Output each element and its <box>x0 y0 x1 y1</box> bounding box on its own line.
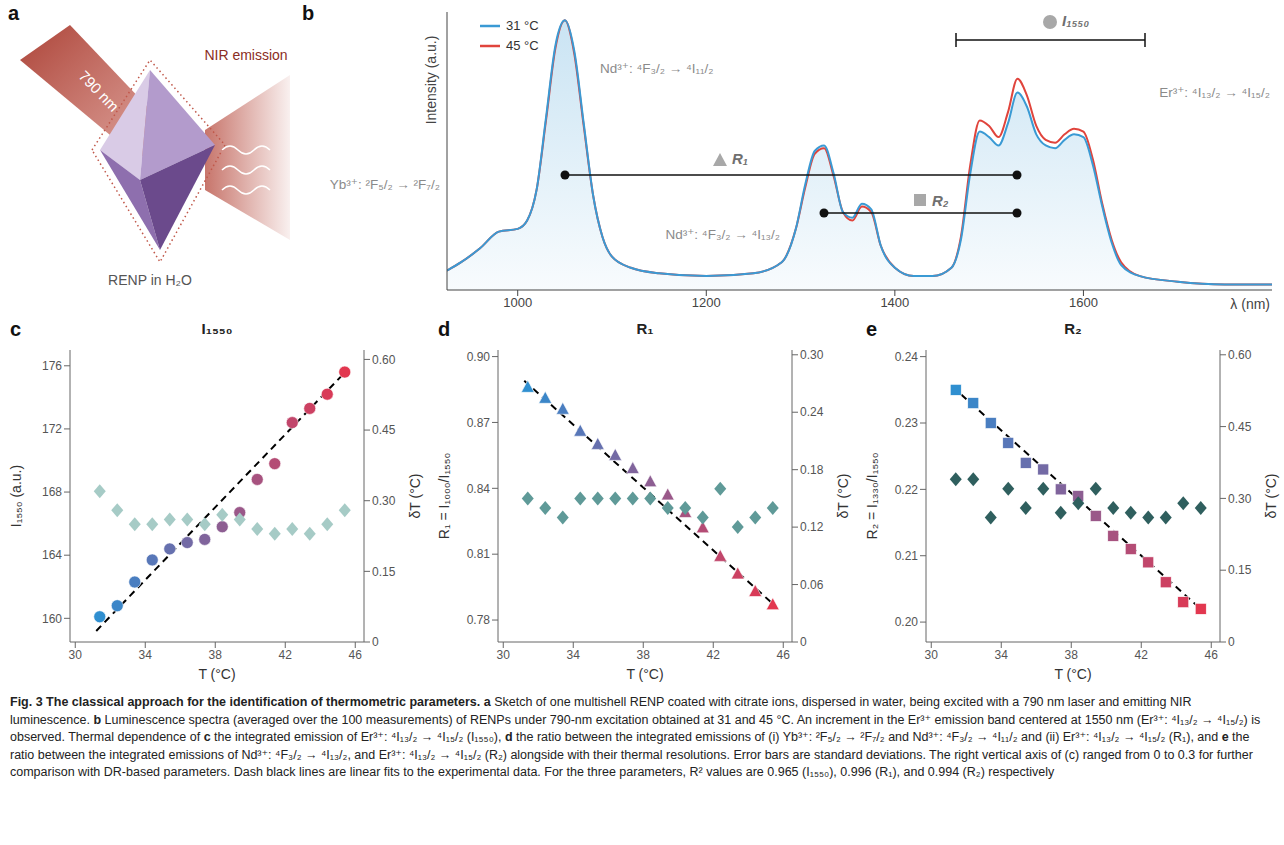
svg-text:0.24: 0.24 <box>895 350 919 364</box>
svg-text:46: 46 <box>349 648 363 662</box>
svg-text:42: 42 <box>707 648 721 662</box>
html-text:λ (nm): λ (nm) <box>1230 296 1270 312</box>
svg-text:34: 34 <box>139 648 153 662</box>
html-text:e: e <box>866 318 878 340</box>
svg-text:T (°C): T (°C) <box>1054 666 1091 682</box>
svg-text:38: 38 <box>637 648 651 662</box>
html-text:R₂: R₂ <box>1064 320 1082 337</box>
html-text:a: a <box>8 2 20 24</box>
svg-text:42: 42 <box>279 648 293 662</box>
svg-text:30: 30 <box>69 648 83 662</box>
svg-text:0.30: 0.30 <box>1228 492 1252 506</box>
html-text:31 °C: 31 °C <box>506 18 539 33</box>
svg-text:30: 30 <box>925 648 939 662</box>
svg-text:790 nm: 790 nm <box>76 67 123 115</box>
svg-text:172: 172 <box>42 422 62 436</box>
svg-text:Intensity (a.u.): Intensity (a.u.) <box>423 36 439 125</box>
svg-text:168: 168 <box>42 485 62 499</box>
svg-text:0.87: 0.87 <box>467 416 491 430</box>
svg-text:NIR emission: NIR emission <box>204 47 287 63</box>
svg-text:T (°C): T (°C) <box>198 666 235 682</box>
svg-text:0.84: 0.84 <box>467 482 491 496</box>
html-text:Nd³⁺: ⁴F₃/₂ → ⁴I₁₃/₂: Nd³⁺: ⁴F₃/₂ → ⁴I₁₃/₂ <box>665 227 780 242</box>
svg-text:0.30: 0.30 <box>800 348 824 362</box>
svg-text:0.60: 0.60 <box>1228 348 1252 362</box>
svg-text:42: 42 <box>1135 648 1149 662</box>
svg-text:0.18: 0.18 <box>800 463 824 477</box>
svg-text:164: 164 <box>42 548 62 562</box>
html-text:Nd³⁺: ⁴F₃/₂ → ⁴I₁₁/₂: Nd³⁺: ⁴F₃/₂ → ⁴I₁₁/₂ <box>600 61 714 76</box>
svg-text:δT (°C): δT (°C) <box>407 473 423 518</box>
svg-text:δT (°C): δT (°C) <box>835 473 851 518</box>
svg-text:R₁ = I₁₀₀₀/I₁₅₅₀: R₁ = I₁₀₀₀/I₁₅₅₀ <box>436 453 452 540</box>
html-text:I₁₅₅₀: I₁₅₅₀ <box>1062 12 1090 29</box>
svg-text:0.23: 0.23 <box>895 416 919 430</box>
svg-text:0: 0 <box>800 635 807 649</box>
html-text:Fig. 3 The classical approach: Fig. 3 The classical approach for the id… <box>10 695 1261 779</box>
svg-text:0.60: 0.60 <box>372 353 396 367</box>
svg-text:T (°C): T (°C) <box>626 666 663 682</box>
svg-text:0.30: 0.30 <box>372 494 396 508</box>
html-text:b: b <box>302 2 315 24</box>
svg-text:0.06: 0.06 <box>800 578 824 592</box>
html-text:I₁₅₅₀: I₁₅₅₀ <box>201 320 233 337</box>
svg-text:0.45: 0.45 <box>1228 420 1252 434</box>
svg-text:1000: 1000 <box>503 295 532 310</box>
html-text:45 °C: 45 °C <box>506 38 539 53</box>
svg-text:0.24: 0.24 <box>800 405 824 419</box>
svg-text:1400: 1400 <box>880 295 909 310</box>
svg-text:0.90: 0.90 <box>467 350 491 364</box>
svg-text:38: 38 <box>1065 648 1079 662</box>
svg-text:0.20: 0.20 <box>895 615 919 629</box>
svg-text:34: 34 <box>995 648 1009 662</box>
svg-text:1200: 1200 <box>692 295 721 310</box>
html-text:c: c <box>10 318 22 340</box>
svg-text:46: 46 <box>777 648 791 662</box>
svg-text:0.21: 0.21 <box>895 549 919 563</box>
svg-text:176: 176 <box>42 359 62 373</box>
svg-text:0.15: 0.15 <box>1228 563 1252 577</box>
svg-text:δT (°C): δT (°C) <box>1263 473 1279 518</box>
html-text:R₂: R₂ <box>932 192 949 209</box>
svg-text:30: 30 <box>497 648 511 662</box>
svg-text:160: 160 <box>42 612 62 626</box>
svg-text:0.45: 0.45 <box>372 423 396 437</box>
svg-text:1600: 1600 <box>1069 295 1098 310</box>
svg-text:0.22: 0.22 <box>895 483 919 497</box>
svg-text:0.15: 0.15 <box>372 565 396 579</box>
svg-text:0.81: 0.81 <box>467 547 491 561</box>
html-text:Er³⁺: ⁴I₁₃/₂ → ⁴I₁₅/₂: Er³⁺: ⁴I₁₃/₂ → ⁴I₁₅/₂ <box>1159 85 1270 100</box>
svg-text:I₁₅₅₀ (a.u.): I₁₅₅₀ (a.u.) <box>8 465 24 527</box>
svg-text:RENP in H₂O: RENP in H₂O <box>108 272 192 288</box>
svg-text:38: 38 <box>209 648 223 662</box>
html-text:d: d <box>438 318 451 340</box>
svg-text:0.78: 0.78 <box>467 613 491 627</box>
svg-text:46: 46 <box>1205 648 1219 662</box>
svg-text:34: 34 <box>567 648 581 662</box>
svg-text:0: 0 <box>1228 635 1235 649</box>
html-text:Yb³⁺: ²F₅/₂ → ²F₇/₂: Yb³⁺: ²F₅/₂ → ²F₇/₂ <box>329 177 440 192</box>
html-text:R₁: R₁ <box>732 150 749 167</box>
svg-text:R₂ = I₁₃₃₀/I₁₅₅₀: R₂ = I₁₃₃₀/I₁₅₅₀ <box>864 452 880 539</box>
svg-text:0.12: 0.12 <box>800 520 824 534</box>
html-text:R₁: R₁ <box>636 320 654 337</box>
svg-text:0: 0 <box>372 635 379 649</box>
